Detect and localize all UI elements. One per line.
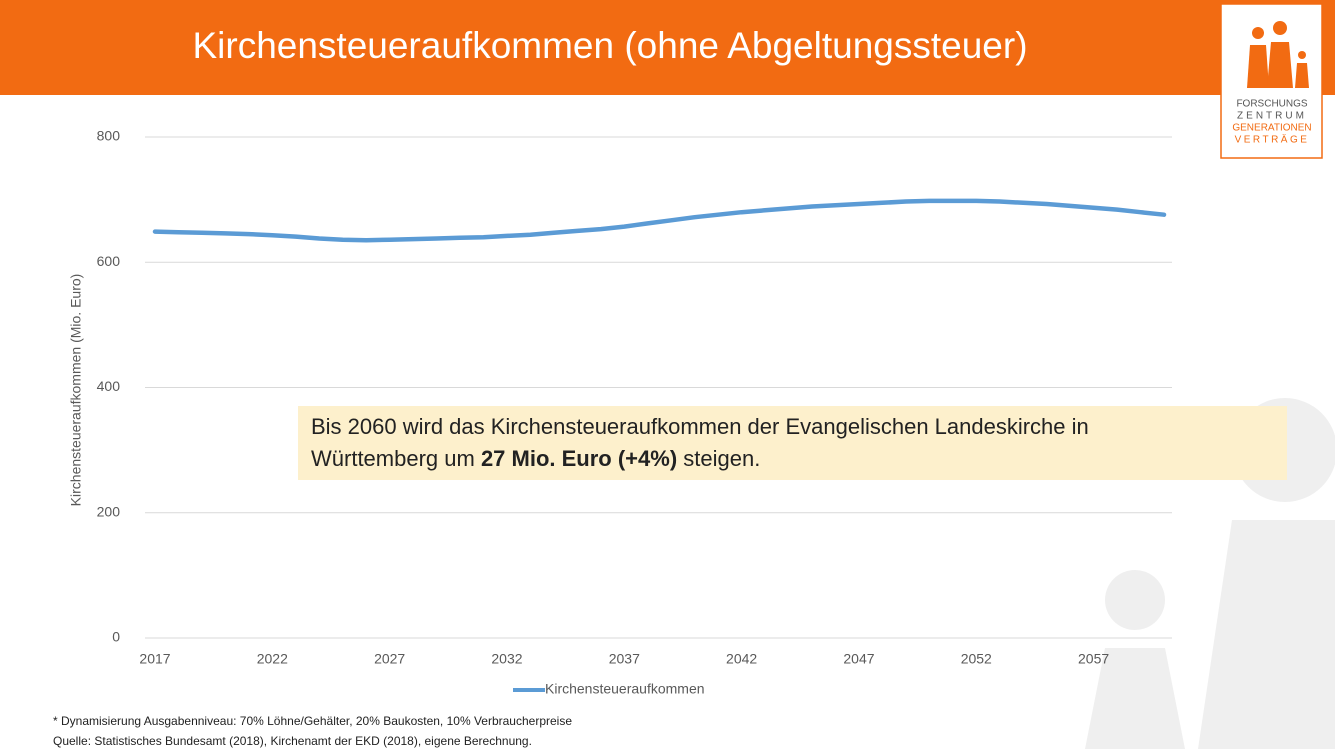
y-tick-label: 800 bbox=[97, 128, 121, 144]
footnote: Quelle: Statistisches Bundesamt (2018), … bbox=[53, 734, 532, 748]
x-tick-label: 2032 bbox=[491, 651, 522, 667]
x-tick-label: 2052 bbox=[961, 651, 992, 667]
y-tick-label: 400 bbox=[97, 378, 121, 394]
logo-text: ZENTRUM bbox=[1237, 111, 1307, 122]
header-band bbox=[0, 0, 1335, 95]
y-tick-label: 0 bbox=[112, 629, 120, 645]
logo bbox=[1220, 3, 1323, 159]
y-axis-label: Kirchensteueraufkommen (Mio. Euro) bbox=[68, 274, 84, 507]
x-tick-label: 2047 bbox=[843, 651, 874, 667]
annotation-box bbox=[298, 406, 1287, 480]
x-tick-label: 2027 bbox=[374, 651, 405, 667]
x-tick-label: 2017 bbox=[139, 651, 170, 667]
legend-label: Kirchensteueraufkommen bbox=[545, 681, 705, 697]
annotation-part: 27 Mio. Euro (+4%) bbox=[481, 446, 677, 471]
x-tick-label: 2042 bbox=[726, 651, 757, 667]
logo-text: FORSCHUNGS bbox=[1236, 99, 1307, 110]
annotation-text: Württemberg um 27 Mio. Euro (+4%) steige… bbox=[311, 446, 760, 471]
annotation-text: Bis 2060 wird das Kirchensteueraufkommen… bbox=[311, 414, 1089, 439]
data-line bbox=[152, 198, 1167, 243]
y-tick-label: 200 bbox=[97, 503, 121, 519]
annotation-part: Württemberg um bbox=[311, 446, 481, 471]
logo-text: GENERATIONEN bbox=[1232, 123, 1311, 134]
annotation-part: steigen. bbox=[677, 446, 760, 471]
footnote: * Dynamisierung Ausgabenniveau: 70% Löhn… bbox=[53, 714, 572, 728]
x-tick-label: 2022 bbox=[257, 651, 288, 667]
logo-text: VERTRÄGE bbox=[1235, 134, 1310, 146]
slide-title: Kirchensteueraufkommen (ohne Abgeltungss… bbox=[192, 25, 1027, 66]
annotation-part: Bis 2060 wird das Kirchensteueraufkommen… bbox=[311, 414, 1089, 439]
x-tick-label: 2037 bbox=[609, 651, 640, 667]
x-tick-label: 2057 bbox=[1078, 651, 1109, 667]
y-tick-label: 600 bbox=[97, 253, 121, 269]
